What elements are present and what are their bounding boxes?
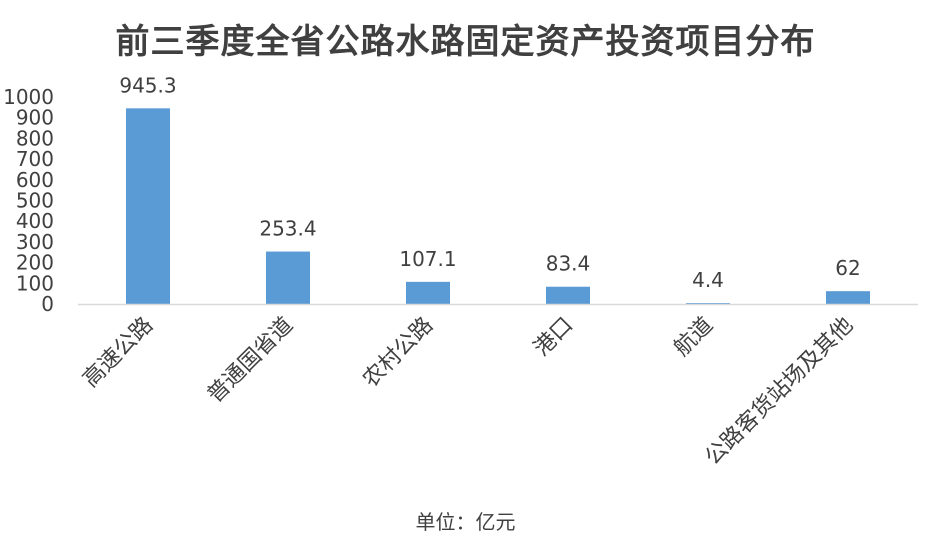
y-tick-label: 300 bbox=[16, 230, 54, 254]
data-labels: 945.3 253.4 107.1 83.4 4.4 62 bbox=[119, 73, 860, 292]
bar bbox=[266, 251, 310, 304]
x-category-label: 航道 bbox=[669, 313, 718, 362]
bar-value-label: 62 bbox=[835, 256, 860, 280]
x-category-label: 农村公路 bbox=[358, 313, 438, 393]
y-tick-label: 500 bbox=[16, 189, 54, 213]
bar-value-label: 83.4 bbox=[546, 252, 591, 276]
bars bbox=[126, 108, 870, 304]
bar bbox=[126, 108, 170, 304]
bar bbox=[686, 303, 730, 304]
chart-title: 前三季度全省公路水路固定资产投资项目分布 bbox=[115, 22, 816, 62]
x-category-label: 港口 bbox=[529, 313, 578, 362]
x-category-label: 普通国省道 bbox=[203, 313, 298, 408]
y-tick-label: 100 bbox=[16, 271, 54, 295]
bar bbox=[826, 291, 870, 304]
y-tick-label: 800 bbox=[16, 126, 54, 150]
x-category-label: 公路客货站场及其他 bbox=[701, 313, 859, 471]
bar bbox=[546, 286, 590, 304]
y-tick-label: 0 bbox=[41, 292, 54, 316]
bar-value-label: 4.4 bbox=[692, 268, 724, 292]
y-tick-label: 600 bbox=[16, 168, 54, 192]
y-tick-label: 400 bbox=[16, 209, 54, 233]
bar bbox=[406, 281, 450, 304]
bar-value-label: 253.4 bbox=[259, 217, 316, 241]
unit-label: 单位：亿元 bbox=[415, 510, 516, 534]
y-tick-label: 700 bbox=[16, 147, 54, 171]
y-tick-label: 900 bbox=[16, 106, 54, 130]
y-tick-label: 1000 bbox=[3, 85, 54, 109]
x-category-label: 高速公路 bbox=[78, 313, 158, 393]
y-tick-label: 200 bbox=[16, 251, 54, 275]
bar-value-label: 107.1 bbox=[399, 247, 456, 271]
bar-value-label: 945.3 bbox=[119, 73, 176, 97]
